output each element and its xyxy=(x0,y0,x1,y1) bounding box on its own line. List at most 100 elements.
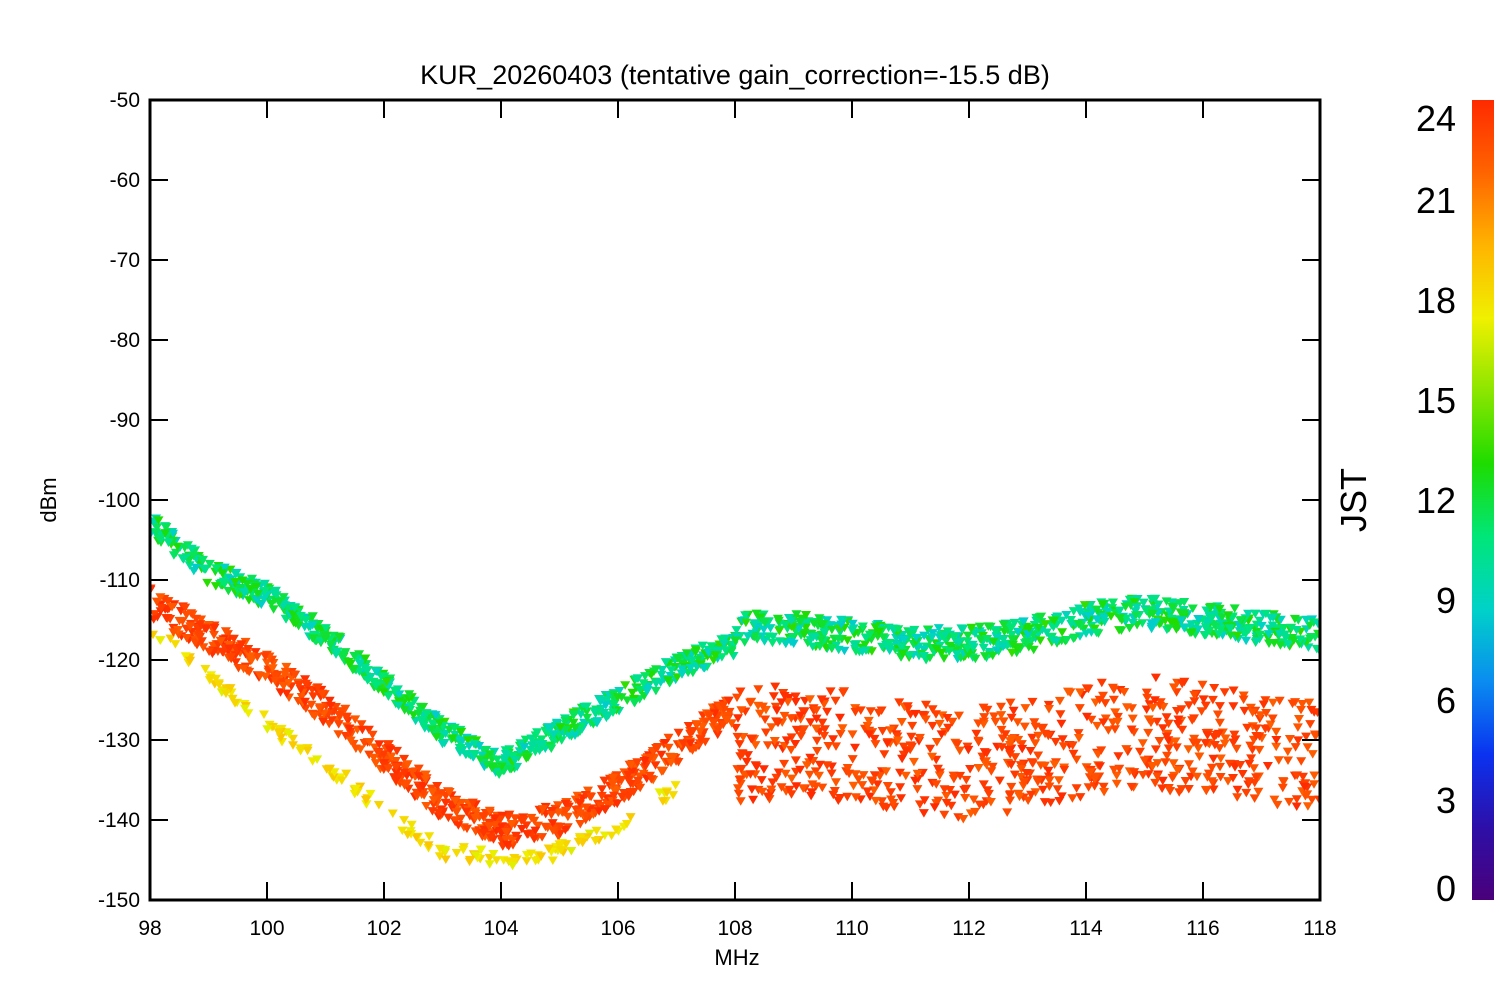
data-point xyxy=(1214,718,1225,728)
data-point xyxy=(974,800,985,810)
data-point xyxy=(226,653,236,662)
data-point xyxy=(709,709,720,718)
data-point xyxy=(882,739,893,748)
data-point xyxy=(278,593,289,602)
data-point xyxy=(328,773,339,782)
data-point xyxy=(716,635,727,644)
data-point xyxy=(259,579,270,589)
data-point xyxy=(998,620,1009,629)
data-point xyxy=(324,696,335,706)
data-point xyxy=(983,789,994,799)
data-point xyxy=(1150,673,1161,683)
data-point xyxy=(1306,705,1317,715)
data-point xyxy=(1019,722,1030,732)
data-point xyxy=(833,634,844,644)
data-point xyxy=(1157,776,1168,786)
data-point xyxy=(1250,609,1261,619)
data-point xyxy=(807,780,818,789)
data-point xyxy=(1026,790,1037,800)
data-point xyxy=(598,708,609,718)
data-point xyxy=(1114,614,1125,623)
data-point xyxy=(1212,710,1223,719)
data-point xyxy=(870,623,881,632)
data-point xyxy=(978,780,989,789)
data-point xyxy=(1049,616,1060,625)
data-point xyxy=(1313,629,1320,639)
data-point xyxy=(1075,688,1086,697)
data-point xyxy=(836,620,847,629)
data-point xyxy=(1006,713,1017,723)
data-point xyxy=(371,667,381,676)
data-point xyxy=(399,768,410,777)
data-point xyxy=(668,791,679,800)
data-point xyxy=(760,715,771,724)
data-point xyxy=(180,603,191,613)
data-point xyxy=(933,764,943,774)
data-point xyxy=(1189,690,1200,700)
data-point xyxy=(279,670,290,680)
data-point xyxy=(1027,733,1038,743)
data-point xyxy=(536,852,547,861)
data-point xyxy=(779,759,790,769)
data-point xyxy=(341,769,352,779)
data-point xyxy=(1206,614,1217,623)
data-point xyxy=(640,672,651,681)
data-point xyxy=(581,812,591,821)
data-point xyxy=(1267,621,1278,630)
y-tick-label: -90 xyxy=(110,409,140,432)
data-point xyxy=(368,753,379,763)
data-point xyxy=(958,815,969,824)
data-point xyxy=(1152,759,1163,768)
data-point xyxy=(496,822,507,831)
data-point xyxy=(620,681,631,690)
data-point xyxy=(205,674,216,683)
data-point xyxy=(770,741,781,750)
x-tick-label: 118 xyxy=(1303,917,1336,940)
data-point xyxy=(979,713,990,722)
data-point xyxy=(847,619,858,629)
data-point xyxy=(1299,782,1310,792)
data-point xyxy=(891,640,902,650)
data-point xyxy=(1205,603,1216,612)
data-point xyxy=(421,802,432,811)
data-point xyxy=(736,706,747,715)
data-point xyxy=(534,740,545,749)
data-point xyxy=(651,744,662,753)
data-point xyxy=(625,813,636,822)
data-point xyxy=(150,610,160,619)
data-point xyxy=(827,643,838,653)
data-point xyxy=(340,704,351,714)
data-point xyxy=(773,616,784,626)
data-point xyxy=(862,721,873,731)
data-point xyxy=(812,736,822,746)
data-point xyxy=(1091,605,1102,615)
data-point xyxy=(397,826,408,836)
data-point xyxy=(155,593,166,602)
data-point xyxy=(662,788,672,797)
data-point xyxy=(1230,763,1240,772)
data-point xyxy=(1251,724,1262,733)
data-point xyxy=(954,746,965,756)
data-point xyxy=(349,651,360,661)
data-point xyxy=(896,643,907,652)
data-point xyxy=(1168,683,1179,692)
data-point xyxy=(1147,762,1158,771)
data-point xyxy=(1119,688,1130,697)
data-point xyxy=(831,641,842,650)
y-tick-label: -60 xyxy=(110,169,140,192)
data-point xyxy=(1261,709,1272,718)
data-point xyxy=(517,816,527,825)
data-point xyxy=(911,633,922,643)
data-point xyxy=(690,648,701,657)
data-point xyxy=(449,724,460,733)
data-point xyxy=(1030,739,1041,748)
data-point xyxy=(390,757,401,766)
data-point xyxy=(244,596,254,605)
colorbar-tick-label: 21 xyxy=(1416,180,1456,221)
data-point xyxy=(1215,762,1225,772)
data-point xyxy=(795,618,806,627)
data-point xyxy=(1043,731,1054,741)
data-point xyxy=(1309,771,1320,780)
data-point xyxy=(650,686,661,696)
